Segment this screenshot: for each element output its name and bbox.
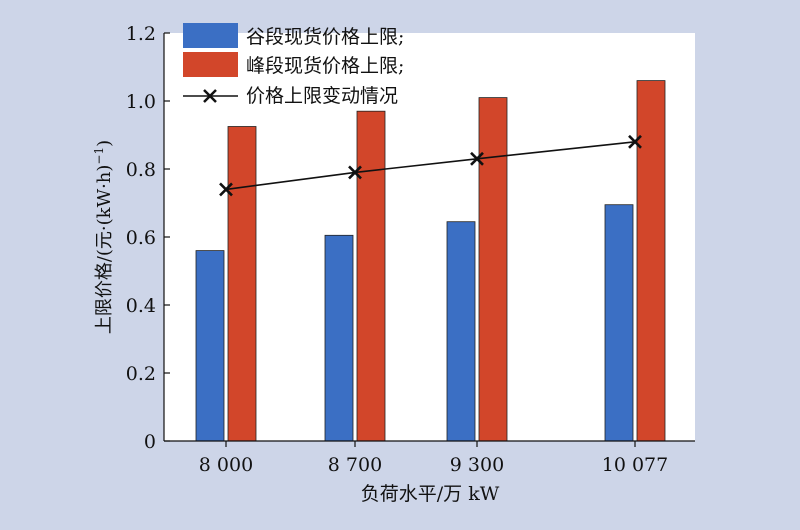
x-axis-title: 负荷水平/万 kW [361, 483, 500, 505]
legend-label-change: 价格上限变动情况 [246, 85, 398, 107]
y-tick-label-0: 0 [144, 431, 156, 453]
legend-swatch-peak [183, 52, 238, 77]
legend-label-valley: 谷段现货价格上限; [246, 26, 404, 48]
y-tick-label-6: 1.2 [126, 23, 156, 45]
line-marker-0 [219, 182, 233, 197]
bar-valley-1 [324, 234, 354, 442]
bar-valley-0 [195, 250, 225, 442]
x-tick-label-3: 10 077 [602, 454, 668, 476]
bars-layer [195, 80, 666, 442]
bar-valley-2 [446, 221, 476, 442]
line-marker-2 [470, 151, 484, 166]
line-price-change [225, 141, 636, 191]
svg-text:上限价格/(元·(kW·h)−1): 上限价格/(元·(kW·h)−1) [92, 140, 115, 334]
x-tick-label-2: 9 300 [450, 454, 504, 476]
x-tick-label-1: 8 700 [328, 454, 382, 476]
bar-peak-1 [356, 110, 386, 442]
y-tick-label-4: 0.8 [126, 159, 156, 181]
y-tick-label-2: 0.4 [126, 295, 156, 317]
y-tick-label-5: 1.0 [126, 91, 156, 113]
line-layer [219, 134, 642, 197]
bar-peak-0 [227, 126, 257, 442]
bar-peak-2 [478, 97, 508, 442]
legend-swatch-valley [183, 23, 238, 48]
bar-valley-3 [604, 204, 634, 442]
legend: 谷段现货价格上限; 峰段现货价格上限; 价格上限变动情况 [183, 23, 404, 107]
line-marker-3 [628, 134, 642, 149]
y-axis-title-main: 上限价格/(元·(kW·h) [94, 165, 115, 335]
legend-label-peak: 峰段现货价格上限; [246, 55, 404, 77]
bar-peak-3 [636, 80, 666, 442]
legend-x-marker [203, 89, 217, 103]
line-marker-1 [348, 165, 362, 180]
ticks-layer: 0 0.2 0.4 0.6 0.8 1.0 1.2 8 000 8 700 9 300 10 077 [126, 23, 668, 476]
y-axis-title: 上限价格/(元·(kW·h)−1) [92, 140, 115, 334]
y-tick-label-1: 0.2 [126, 363, 156, 385]
x-tick-label-0: 8 000 [199, 454, 253, 476]
y-axis-title-tail: ) [94, 140, 115, 147]
y-tick-label-3: 0.6 [126, 227, 156, 249]
y-axis-title-sup: −1 [92, 147, 106, 165]
